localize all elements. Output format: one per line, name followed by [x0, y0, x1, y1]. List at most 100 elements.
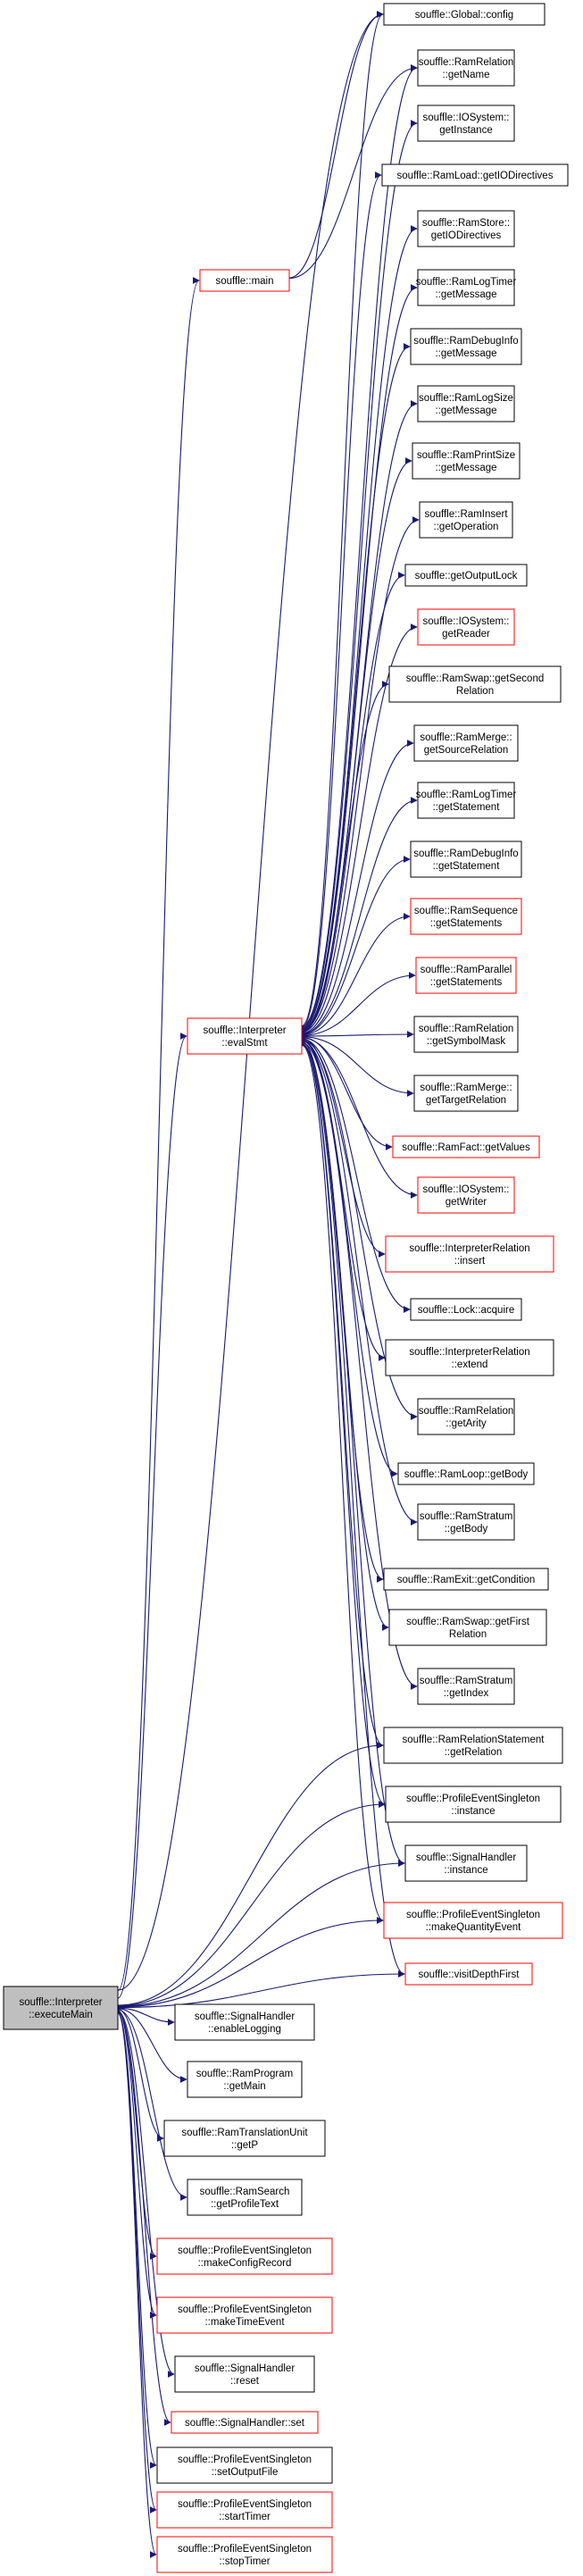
- function-node-getName[interactable]: souffle::RamRelation::getName: [417, 49, 515, 87]
- node-label-line: souffle::RamDebugInfo: [413, 336, 518, 347]
- function-node-makeConfig[interactable]: souffle::ProfileEventSingleton::makeConf…: [156, 2237, 333, 2275]
- function-node-visitDepth[interactable]: souffle::visitDepthFirst: [404, 1962, 533, 1986]
- function-node-debugInfoStmt[interactable]: souffle::RamDebugInfo::getStatement: [410, 841, 522, 878]
- function-node-irExtend[interactable]: souffle::InterpreterRelation::extend: [385, 1339, 554, 1376]
- function-node-main[interactable]: souffle::main: [199, 269, 290, 292]
- node-label-line: ::getMain: [223, 2081, 265, 2092]
- node-box: [419, 501, 513, 539]
- node-label-line: ::setOutputFile: [212, 2467, 279, 2478]
- call-edge-evalStmt-to-getInstanceIO: [301, 120, 418, 1028]
- function-node-getWriter[interactable]: souffle::IOSystem::getWriter: [417, 1176, 515, 1214]
- call-edge-evalStmt-to-makeQuantity: [301, 1044, 384, 1924]
- function-node-outputLock[interactable]: souffle::getOutputLock: [404, 564, 528, 587]
- function-node-shInstance[interactable]: souffle::SignalHandler::instance: [404, 1844, 528, 1882]
- node-label-line: ::makeConfigRecord: [198, 2258, 292, 2269]
- node-box: [417, 385, 515, 422]
- function-node-startTimer[interactable]: souffle::ProfileEventSingleton::startTim…: [156, 2491, 333, 2529]
- function-node-mergeTarget[interactable]: souffle::RamMerge::getTargetRelation: [413, 1075, 519, 1112]
- node-label-line: ::getArity: [446, 1418, 487, 1429]
- function-node-parStmts[interactable]: souffle::RamParallel::getStatements: [415, 957, 517, 994]
- function-node-getP[interactable]: souffle::RamTranslationUnit::getP: [163, 2120, 326, 2157]
- function-node-mergeSource[interactable]: souffle::RamMerge::getSourceRelation: [413, 724, 519, 762]
- node-label-line: souffle::RamPrintSize: [417, 450, 515, 461]
- function-node-stopTimer[interactable]: souffle::ProfileEventSingleton::stopTime…: [156, 2536, 333, 2573]
- function-node-stratumIndex[interactable]: souffle::RamStratum::getIndex: [417, 1668, 515, 1705]
- call-edge-evalStmt-to-irExtend: [301, 1039, 386, 1361]
- function-node-makeTime[interactable]: souffle::ProfileEventSingleton::makeTime…: [156, 2296, 333, 2334]
- root-node-executeMain[interactable]: souffle::Interpreter::executeMain: [3, 1986, 119, 2030]
- function-node-profileText[interactable]: souffle::RamSearch::getProfileText: [187, 2179, 303, 2216]
- node-label-line: ::makeTimeEvent: [204, 2317, 285, 2328]
- function-node-logTimerStmt[interactable]: souffle::RamLogTimer::getStatement: [416, 782, 517, 819]
- node-box: [392, 1135, 540, 1158]
- function-node-printSizeMsg[interactable]: souffle::RamPrintSize::getMessage: [412, 442, 521, 480]
- call-edge-evalStmt-to-symbolMask: [301, 1031, 414, 1039]
- function-node-setOutputFile[interactable]: souffle::ProfileEventSingleton::setOutpu…: [156, 2446, 333, 2484]
- function-node-debugInfoMsg[interactable]: souffle::RamDebugInfo::getMessage: [410, 328, 522, 365]
- call-edge-executeMain-to-relStmtRel: [117, 1742, 384, 2006]
- function-node-makeQuantity[interactable]: souffle::ProfileEventSingleton::makeQuan…: [383, 1902, 563, 1939]
- call-edge-executeMain-to-evalStmt: [117, 1033, 187, 1999]
- call-edge-executeMain-to-shReset: [117, 2011, 175, 2378]
- call-edge-executeMain-to-shInstance: [117, 1860, 405, 2007]
- function-node-loadGetIO[interactable]: souffle::RamLoad::getIODirectives: [381, 163, 569, 187]
- node-label-line: ::getMessage: [435, 406, 496, 416]
- node-label-line: souffle::IOSystem::: [423, 1184, 510, 1195]
- function-node-shReset[interactable]: souffle::SignalHandler::reset: [174, 2355, 315, 2393]
- function-node-logSizeMsg[interactable]: souffle::RamLogSize::getMessage: [417, 385, 515, 422]
- function-node-loopBody[interactable]: souffle::RamLoop::getBody: [397, 1462, 535, 1485]
- function-node-irInsert[interactable]: souffle::InterpreterRelation::insert: [385, 1235, 554, 1273]
- function-node-logTimerMsg[interactable]: souffle::RamLogTimer::getMessage: [416, 269, 517, 306]
- node-label-line: souffle::ProfileEventSingleton: [178, 2304, 312, 2315]
- node-label-line: souffle::SignalHandler: [195, 2011, 295, 2022]
- function-node-relStmtRel[interactable]: souffle::RamRelationStatement::getRelati…: [383, 1727, 563, 1764]
- call-edge-executeMain-to-startTimer: [117, 2012, 157, 2513]
- function-node-storeGetIO[interactable]: souffle::RamStore::getIODirectives: [417, 210, 515, 247]
- node-label-line: souffle::RamRelationStatement: [403, 1735, 546, 1745]
- function-node-getMain[interactable]: souffle::RamProgram::getMain: [187, 2061, 303, 2098]
- node-label-line: ::getStatements: [430, 918, 503, 929]
- function-node-seqStmts[interactable]: souffle::RamSequence::getStatements: [410, 898, 522, 935]
- node-label-line: souffle::RamLoop::getBody: [404, 1469, 529, 1480]
- call-edge-evalStmt-to-stratumBody: [301, 1040, 418, 1526]
- node-label-line: getReader: [442, 629, 490, 640]
- function-node-getInstanceIO[interactable]: souffle::IOSystem::getInstance: [417, 105, 515, 142]
- function-node-getArity[interactable]: souffle::RamRelation::getArity: [417, 1398, 515, 1435]
- node-label-line: souffle::RamRelation: [419, 57, 514, 68]
- node-label-line: souffle::RamSequence: [414, 906, 518, 916]
- node-label-line: souffle::Lock::acquire: [418, 1305, 514, 1316]
- node-label-line: souffle::RamLogTimer: [416, 277, 517, 288]
- node-label-line: ::startTimer: [219, 2512, 271, 2522]
- node-box: [187, 1017, 303, 1055]
- node-label-line: souffle::InterpreterRelation: [409, 1243, 529, 1254]
- node-label-line: souffle::RamSearch: [200, 2187, 290, 2197]
- node-box: [397, 1462, 535, 1485]
- function-node-symbolMask[interactable]: souffle::RamRelation::getSymbolMask: [413, 1016, 519, 1053]
- call-edge-evalStmt-to-stratumIndex: [301, 1041, 418, 1690]
- node-label-line: ::executeMain: [29, 2010, 93, 2020]
- function-node-evalStmt[interactable]: souffle::Interpreter::evalStmt: [187, 1017, 303, 1055]
- call-edge-evalStmt-to-storeGetIO: [301, 225, 418, 1029]
- edge-layer: [117, 11, 420, 2558]
- node-box: [156, 2491, 333, 2529]
- function-node-factValues[interactable]: souffle::RamFact::getValues: [392, 1135, 540, 1158]
- function-node-config[interactable]: souffle::Global::config: [383, 3, 546, 26]
- function-node-lockAcquire[interactable]: souffle::Lock::acquire: [410, 1298, 522, 1321]
- function-node-exitCond[interactable]: souffle::RamExit::getCondition: [383, 1568, 549, 1591]
- function-node-pesInstance[interactable]: souffle::ProfileEventSingleton::instance: [385, 1786, 562, 1823]
- function-node-stratumBody[interactable]: souffle::RamStratum::getBody: [417, 1503, 515, 1541]
- node-box: [385, 1235, 554, 1273]
- function-node-shSet[interactable]: souffle::SignalHandler::set: [171, 2411, 319, 2434]
- function-node-enableLogging[interactable]: souffle::SignalHandler::enableLogging: [174, 2003, 315, 2041]
- function-node-insertOp[interactable]: souffle::RamInsert::getOperation: [419, 501, 513, 539]
- node-layer: souffle::Global::configsouffle::RamRelat…: [3, 3, 569, 2573]
- node-label-line: getWriter: [446, 1197, 487, 1208]
- call-edge-executeMain-to-visitDepth: [117, 1970, 405, 2009]
- function-node-getReader[interactable]: souffle::IOSystem::getReader: [417, 608, 515, 646]
- node-label-line: souffle::IOSystem::: [423, 616, 510, 627]
- node-label-line: souffle::RamStore::: [422, 218, 510, 229]
- node-box: [417, 105, 515, 142]
- node-box: [156, 2446, 333, 2484]
